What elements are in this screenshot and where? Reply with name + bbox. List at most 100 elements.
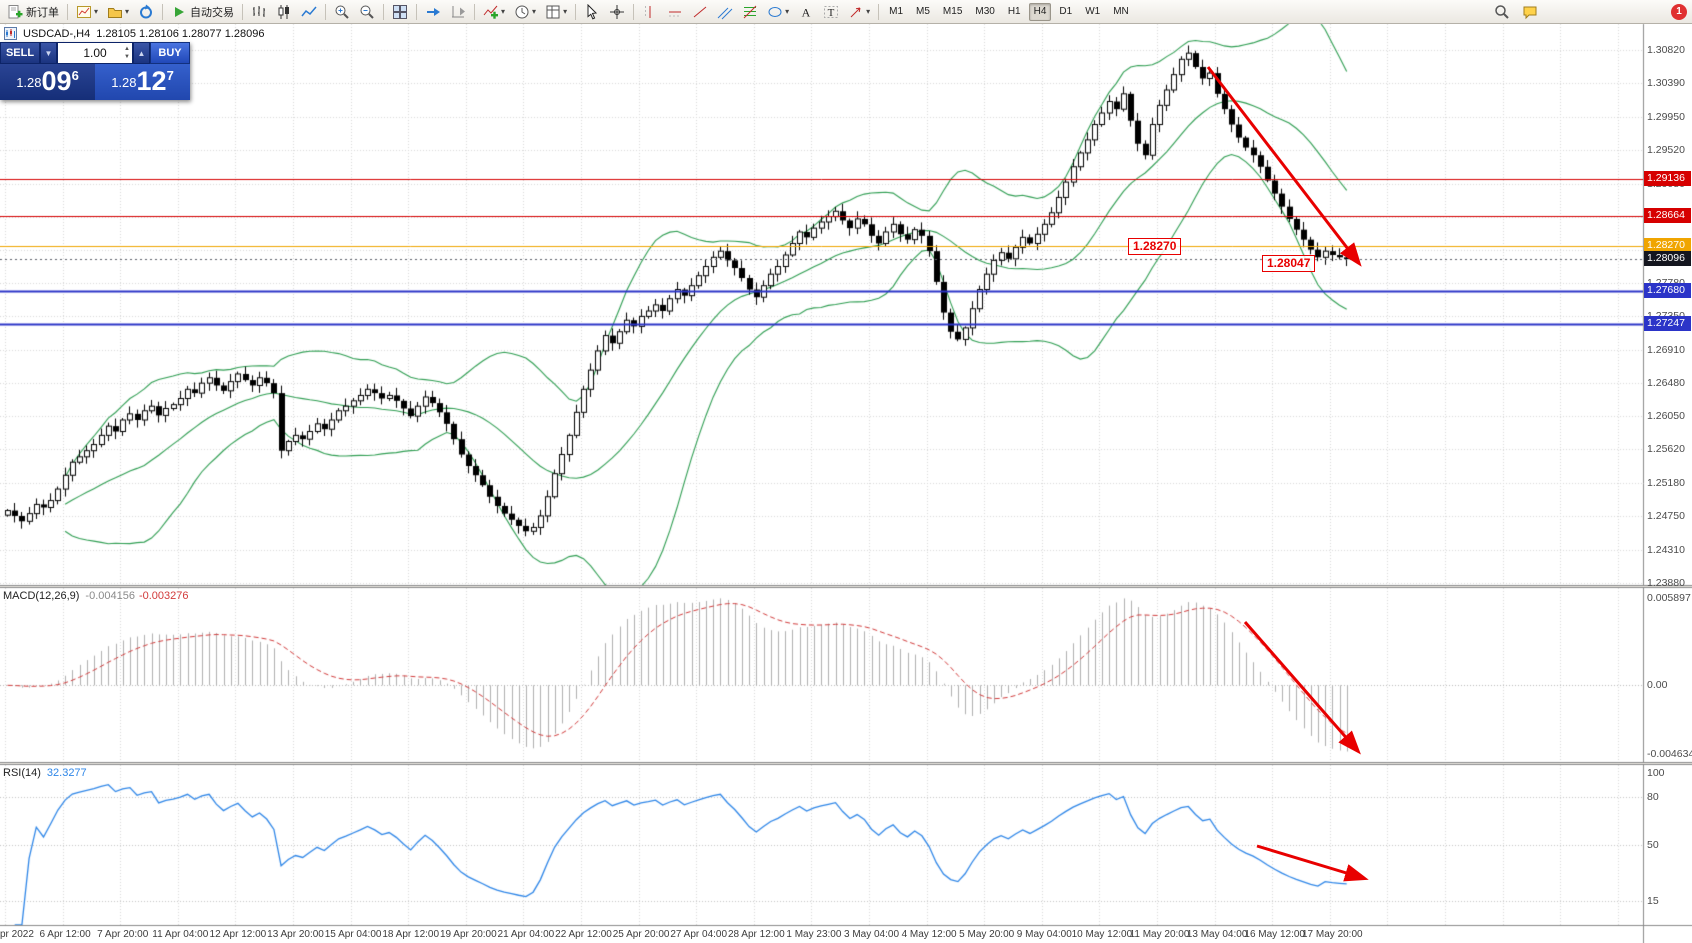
sell-button[interactable]: SELL (0, 42, 40, 64)
crosshair-icon (609, 4, 625, 20)
fibonacci-button[interactable] (738, 2, 762, 22)
notification-badge[interactable]: 1 (1671, 4, 1687, 20)
autotrading-button[interactable]: 自动交易 (167, 2, 238, 22)
new-chart-button[interactable]: ▾ (72, 2, 102, 22)
zoom-out-button[interactable] (355, 2, 379, 22)
volume-down-arrow[interactable]: ▼ (124, 54, 130, 60)
shapes-button[interactable]: ▾ (763, 2, 793, 22)
timeframe-d1[interactable]: D1 (1059, 5, 1073, 17)
price-annotation[interactable]: 1.28270 (1128, 238, 1182, 255)
toolbar-separator (325, 3, 327, 20)
profiles-button[interactable]: ▾ (103, 2, 133, 22)
ohlc-values: 1.28105 1.28106 1.28077 1.28096 (96, 27, 265, 40)
shapes-icon (767, 4, 783, 20)
text-label-icon: T (823, 4, 839, 20)
volume-value: 1.00 (83, 46, 107, 60)
search-button[interactable] (1490, 2, 1514, 22)
toolbar-separator (242, 3, 244, 20)
toolbar-separator (878, 3, 880, 20)
chat-button[interactable] (1518, 2, 1542, 22)
timeframe-m15[interactable]: M15 (942, 5, 963, 17)
trendline-icon (692, 4, 708, 20)
periods-button-dropdown-arrow[interactable]: ▾ (532, 7, 537, 16)
new-order-icon (7, 4, 23, 20)
candles-icon (276, 4, 292, 20)
text-label-button[interactable]: T (819, 2, 843, 22)
new-chart-icon (76, 4, 92, 20)
bar-chart-icon (251, 4, 267, 20)
bar-chart-button[interactable] (247, 2, 271, 22)
zoom-in-icon (334, 4, 350, 20)
text-icon: A (798, 4, 814, 20)
toolbar-separator (633, 3, 635, 20)
indicators-button[interactable]: ▾ (479, 2, 509, 22)
chart-shift-button[interactable] (446, 2, 470, 22)
toolbar-separator (162, 3, 164, 20)
vertical-line-button[interactable] (638, 2, 662, 22)
hline-icon (667, 4, 683, 20)
timeframe-w1[interactable]: W1 (1085, 5, 1101, 17)
new-order-button[interactable]: 新订单 (3, 2, 63, 22)
cursor-button[interactable] (580, 2, 604, 22)
toolbar-separator (67, 3, 68, 20)
templates-button-dropdown-arrow[interactable]: ▾ (563, 7, 568, 16)
volume-up-arrow[interactable]: ▲ (124, 46, 130, 52)
timeframe-h1[interactable]: H1 (1007, 5, 1021, 17)
svg-text:T: T (828, 7, 835, 19)
cursor-icon (584, 3, 600, 20)
timeframe-m30[interactable]: M30 (975, 5, 995, 17)
toolbar: 新订单 ▾ ▾ 自动交易 ▾ ▾ ▾ ▾ A T ▾ M1 M5 M15 M30 H1 H4 D1 W1 MN (0, 0, 1692, 24)
chart-shift-icon (450, 4, 466, 20)
timeframe-m5[interactable]: M5 (916, 5, 930, 17)
arrows-group-icon (848, 4, 864, 20)
price-annotation[interactable]: 1.28047 (1262, 255, 1316, 272)
chat-icon (1522, 4, 1538, 20)
timeframe-m1[interactable]: M1 (889, 5, 904, 17)
buy-button[interactable]: BUY (150, 42, 190, 64)
shapes-button-dropdown-arrow[interactable]: ▾ (785, 7, 790, 16)
chart-mini-icon (4, 27, 17, 40)
timeframe-h4[interactable]: H4 (1028, 2, 1052, 21)
buy-price[interactable]: 1.28 12 7 (95, 64, 190, 100)
sell-price[interactable]: 1.28 09 6 (0, 64, 95, 100)
profiles-button-dropdown-arrow[interactable]: ▾ (125, 7, 130, 16)
refresh-button[interactable] (134, 2, 158, 22)
periods-button[interactable]: ▾ (510, 2, 540, 22)
tile-windows-button[interactable] (388, 2, 412, 22)
arrows-button-dropdown-arrow[interactable]: ▾ (866, 7, 871, 16)
channel-icon (717, 4, 733, 20)
autotrade-play-icon (171, 4, 187, 20)
auto-scroll-icon (425, 4, 441, 20)
text-button[interactable]: A (794, 2, 818, 22)
crosshair-button[interactable] (605, 2, 629, 22)
auto-scroll-button[interactable] (421, 2, 445, 22)
periods-icon (514, 4, 530, 20)
vline-icon (642, 4, 658, 20)
svg-text:A: A (802, 5, 811, 19)
channel-button[interactable] (713, 2, 737, 22)
new-chart-button-dropdown-arrow[interactable]: ▾ (94, 7, 99, 16)
macd-indicator-label: MACD(12,26,9) -0.004156 -0.003276 (3, 590, 189, 602)
indicators-icon (483, 4, 499, 20)
timeframe-mn[interactable]: MN (1113, 5, 1129, 17)
arrows-button[interactable]: ▾ (844, 2, 874, 22)
one-click-trading-panel: SELL ▼ 1.00 ▲ ▼ ▲ BUY 1.28 09 6 1.28 12 7 (0, 42, 190, 100)
rsi-indicator-label: RSI(14) 32.3277 (3, 767, 87, 779)
candlestick-chart-button[interactable] (272, 2, 296, 22)
templates-button[interactable]: ▾ (541, 2, 571, 22)
sell-options-dropdown[interactable]: ▼ (40, 42, 57, 64)
buy-options-dropdown[interactable]: ▲ (133, 42, 150, 64)
toolbar-separator (474, 3, 476, 20)
zoom-in-button[interactable] (330, 2, 354, 22)
volume-input[interactable]: 1.00 ▲ ▼ (57, 42, 133, 64)
symbol-timeframe: USDCAD-,H4 (23, 27, 91, 40)
line-chart-button[interactable] (297, 2, 321, 22)
trendline-button[interactable] (688, 2, 712, 22)
new-order-button-label: 新订单 (26, 6, 59, 19)
tile-windows-icon (392, 4, 408, 20)
indicators-button-dropdown-arrow[interactable]: ▾ (501, 7, 506, 16)
horizont al-line-button[interactable] (663, 2, 687, 22)
fibonacci-icon (742, 4, 758, 20)
